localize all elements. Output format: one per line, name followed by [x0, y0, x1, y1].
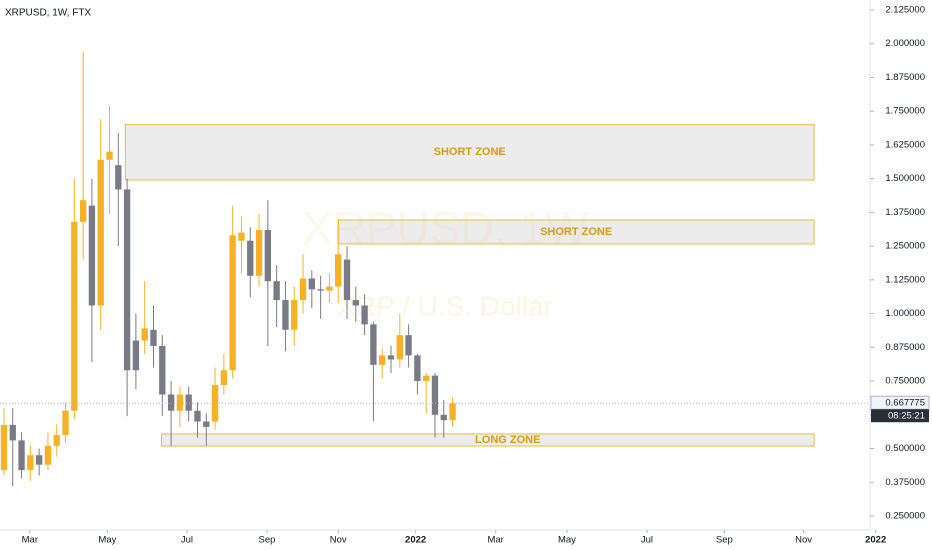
x-tick-label: Sep — [259, 535, 276, 546]
candle-body — [387, 355, 395, 360]
watermark: XRPUSD, 1W — [302, 202, 589, 254]
candle-body — [97, 159, 104, 306]
candle-body — [396, 335, 403, 360]
candle-body — [27, 455, 34, 471]
candle-body — [141, 328, 148, 341]
candle-body — [317, 289, 324, 291]
countdown: 08:25:21 — [888, 411, 925, 422]
x-tick-label: May — [558, 535, 576, 546]
price-axis-bg — [870, 0, 932, 550]
y-tick-label: 1.750000 — [885, 106, 925, 117]
x-tick-label: Nov — [795, 535, 812, 546]
candle-body — [53, 435, 60, 446]
zone-label: SHORT ZONE — [540, 226, 612, 238]
candle-body — [123, 189, 131, 371]
candle-body — [0, 425, 8, 471]
zone — [160, 433, 815, 447]
y-tick-label: 0.750000 — [885, 376, 925, 387]
candle-body — [423, 375, 430, 382]
candle-body — [62, 410, 69, 436]
candle-body — [185, 394, 192, 411]
candle-body — [282, 300, 289, 330]
plot-area: XRPUSD, 1W XRP / U.S. Dollar SHORT ZONE SHO… — [0, 51, 870, 487]
y-tick-label: 1.500000 — [885, 173, 925, 184]
candle-body — [273, 281, 280, 301]
x-tick-label: Mar — [22, 535, 38, 546]
x-tick-label: Jul — [641, 535, 653, 546]
y-tick-label: 2.125000 — [885, 5, 925, 16]
candle-body — [255, 229, 263, 276]
axes: 0.2500000.3750000.5000000.6250000.750000… — [22, 5, 930, 546]
candle-body — [167, 394, 175, 411]
candle-body — [299, 278, 307, 301]
y-tick-label: 1.875000 — [885, 72, 925, 83]
candle-body — [132, 340, 140, 371]
candle-body — [203, 421, 210, 427]
candle-body — [9, 425, 16, 441]
time-axis-bg — [0, 530, 932, 550]
candle-body — [343, 259, 351, 301]
candle-body — [115, 165, 122, 190]
candle-body — [211, 385, 219, 422]
y-tick-label: 0.500000 — [885, 443, 925, 454]
candle-body — [238, 232, 245, 241]
candle-body — [35, 455, 43, 465]
x-tick-label: Nov — [330, 535, 347, 546]
candle-body — [449, 403, 456, 421]
countdown-box — [871, 409, 929, 423]
x-tick-label: 2022 — [405, 535, 426, 546]
watermark-subtitle: XRP / U.S. Dollar — [337, 290, 553, 321]
candle-body — [229, 235, 236, 371]
candle-body — [308, 278, 315, 290]
last-price-label: 0.667775 — [885, 398, 925, 409]
y-tick-label: 1.125000 — [885, 274, 925, 285]
y-tick-label: 0.875000 — [885, 342, 925, 353]
candle-body — [194, 410, 201, 422]
y-tick-label: 1.625000 — [885, 139, 925, 150]
candle-body — [431, 375, 439, 415]
y-tick-label: 2.000000 — [885, 38, 925, 49]
y-tick-label: 1.250000 — [885, 241, 925, 252]
x-tick-label: 2022 — [865, 535, 886, 546]
candle-body — [71, 221, 78, 411]
candle-body — [247, 240, 254, 276]
candle-body — [352, 300, 359, 306]
candle-body — [220, 370, 228, 386]
zone — [124, 124, 815, 181]
candle-body — [370, 324, 377, 365]
zone — [337, 219, 815, 245]
candle-body — [291, 300, 298, 330]
candle-body — [361, 305, 368, 325]
y-tick-label: 0.375000 — [885, 477, 925, 488]
candle-body — [79, 200, 87, 222]
candle-body — [440, 414, 447, 421]
candle-body — [414, 355, 421, 382]
y-tick-label: 1.375000 — [885, 207, 925, 218]
chart-title: XRPUSD, 1W, FTX — [5, 8, 91, 19]
candle-body — [379, 355, 386, 365]
y-tick-label: 0.250000 — [885, 510, 925, 521]
candle-body — [150, 329, 157, 346]
zone-label: SHORT ZONE — [434, 146, 506, 158]
candle-body — [264, 229, 272, 282]
x-tick-label: Mar — [487, 535, 503, 546]
candle-body — [405, 335, 412, 356]
candle-body — [159, 345, 166, 395]
x-tick-label: Sep — [716, 535, 733, 546]
candle-body — [88, 205, 96, 306]
candle-body — [106, 151, 113, 160]
y-tick-label: 1.000000 — [885, 308, 925, 319]
candle-body — [326, 286, 333, 291]
candle-body — [335, 254, 342, 287]
candle-body — [44, 445, 52, 465]
x-tick-label: May — [98, 535, 116, 546]
zone-label: LONG ZONE — [475, 434, 540, 446]
candle-body — [18, 440, 25, 471]
x-tick-label: Jul — [181, 535, 193, 546]
candle-body — [176, 394, 184, 411]
